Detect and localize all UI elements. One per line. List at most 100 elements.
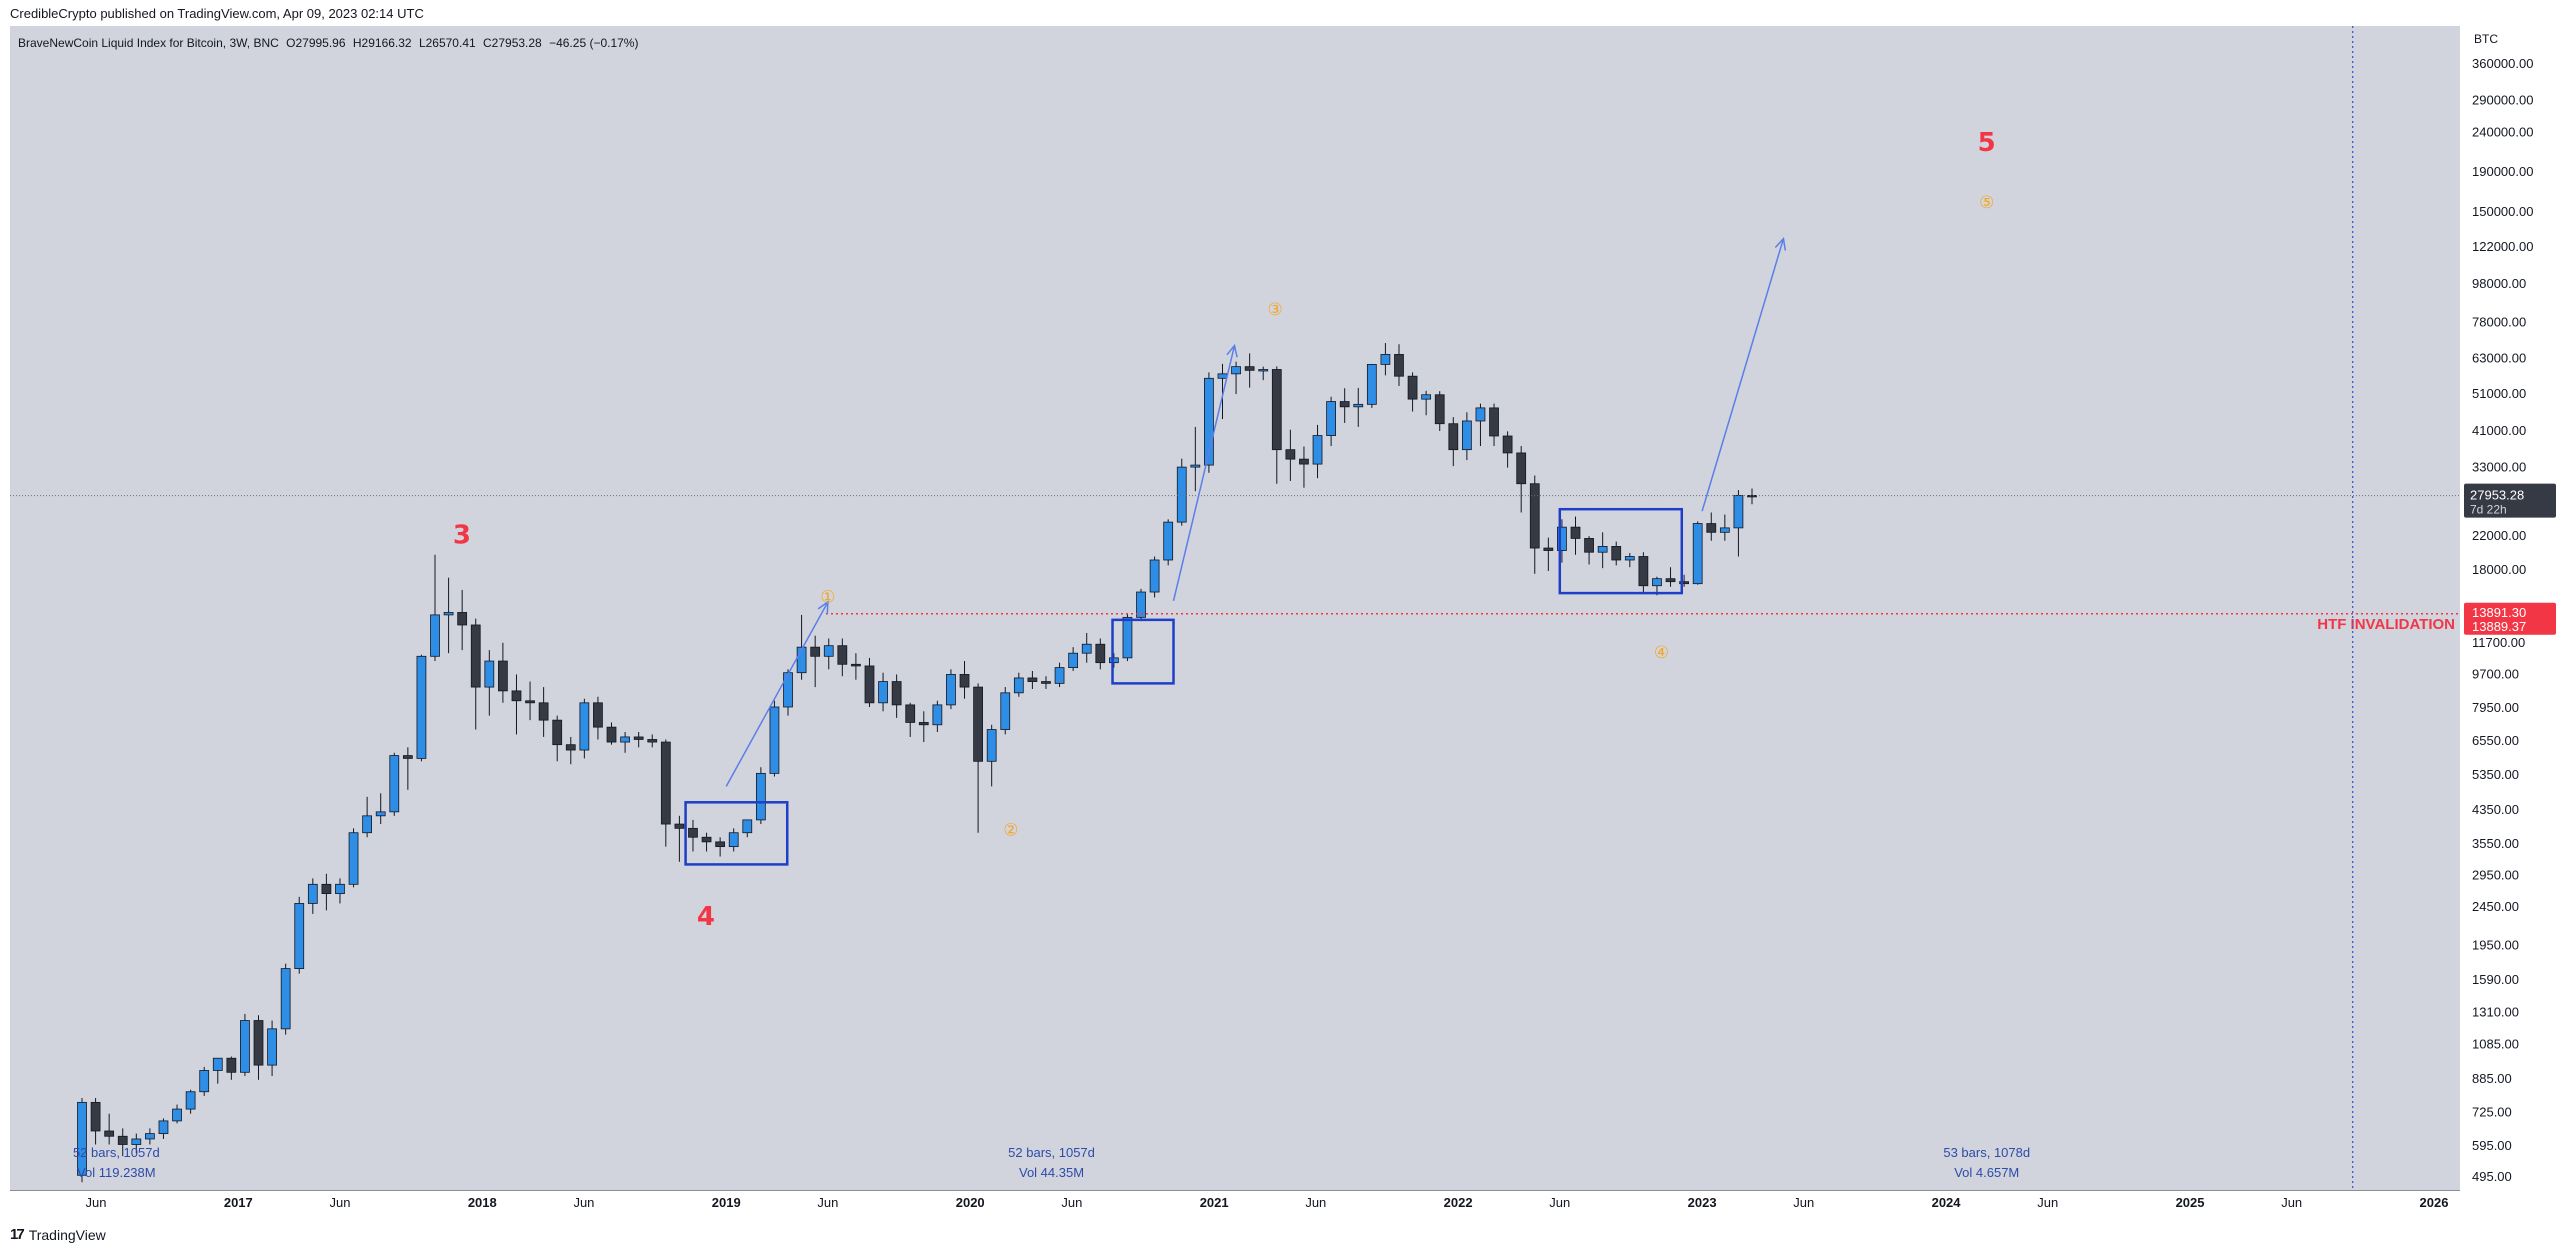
candle xyxy=(443,577,454,654)
candle xyxy=(1448,417,1459,467)
wave-label-major: 4 xyxy=(697,902,715,932)
candle-body-up xyxy=(1366,364,1377,405)
candle xyxy=(742,819,753,838)
chart-plot-area[interactable]: HTF INVALIDATION 3 4 5 ① ② ③ ④ ⑤ 52 bars, 1057d Vo… xyxy=(10,26,2460,1190)
invalidation-lower: 13889.37 xyxy=(2472,619,2526,634)
candle-body-up xyxy=(1624,556,1635,561)
candle xyxy=(986,724,997,787)
time-tick-label: Jun xyxy=(1793,1195,1814,1210)
candle-body-down xyxy=(565,744,576,751)
candle-body-down xyxy=(688,827,698,838)
candle-body-down xyxy=(1665,578,1676,583)
symbol-legend: BraveNewCoin Liquid Index for Bitcoin, 3… xyxy=(18,36,642,50)
candle-body-up xyxy=(1176,466,1187,523)
candle xyxy=(172,1104,182,1124)
candle-body-down xyxy=(1489,407,1499,437)
candle xyxy=(769,700,780,777)
price-axis[interactable]: BTC 495.00 595.00 725.00 885.00 1085.00 1310.0… xyxy=(2460,26,2560,1190)
candle xyxy=(131,1133,142,1154)
candle-body-down xyxy=(1339,401,1350,408)
tradingview-footer[interactable]: 17 TradingView xyxy=(10,1226,106,1243)
candle-body-up xyxy=(1000,692,1011,730)
candle xyxy=(688,819,698,852)
ohlc-change: −46.25 (−0.17%) xyxy=(549,36,639,50)
candle-body-up xyxy=(579,702,590,751)
wave-label-minor: ② xyxy=(1003,821,1018,841)
candle xyxy=(117,1128,128,1157)
arrow-head-icon xyxy=(817,600,829,614)
price-tick-label: 22000.00 xyxy=(2472,528,2526,543)
candle-body-up xyxy=(1190,464,1201,468)
candle-body-up xyxy=(1258,369,1269,372)
time-tick-label: Jun xyxy=(1061,1195,1082,1210)
publish-header: CredibleCrypto published on TradingView.… xyxy=(10,6,424,21)
tradingview-brand: TradingView xyxy=(28,1226,106,1243)
candle-body-down xyxy=(1529,483,1540,549)
candle xyxy=(1258,366,1269,381)
candle xyxy=(1692,521,1703,585)
candle-body-up xyxy=(443,612,454,616)
candle-body-up xyxy=(1312,435,1323,465)
price-tick-label: 725.00 xyxy=(2472,1105,2512,1120)
candle-body-down xyxy=(918,722,929,726)
time-tick-label: 2020 xyxy=(956,1195,985,1210)
candle xyxy=(1339,388,1350,423)
time-tick-label: Jun xyxy=(573,1195,594,1210)
price-tick-label: 4350.00 xyxy=(2472,802,2519,817)
candle-body-up xyxy=(172,1108,182,1122)
candle xyxy=(810,635,821,688)
candle-body-down xyxy=(1299,458,1309,465)
candle xyxy=(973,683,983,833)
candle-body-down xyxy=(498,660,508,692)
price-tick-label: 2950.00 xyxy=(2472,867,2519,882)
candle xyxy=(1502,431,1513,468)
time-tick-label: 2018 xyxy=(468,1195,497,1210)
candle-body-up xyxy=(1163,521,1174,561)
time-tick-label: Jun xyxy=(2037,1195,2058,1210)
candle xyxy=(1461,412,1472,461)
candle xyxy=(1557,519,1567,563)
price-tick-label: 98000.00 xyxy=(2472,276,2526,291)
time-axis[interactable]: Jun 2017 Jun 2018 Jun 2019 Jun 2020 Jun 2021 Jun 20… xyxy=(10,1190,2460,1213)
ohlc-close: C27953.28 xyxy=(483,36,542,50)
candle xyxy=(430,554,440,662)
candle-body-up xyxy=(1136,591,1146,618)
candle xyxy=(1068,647,1079,671)
candle-body-down xyxy=(1448,423,1459,451)
candle xyxy=(389,752,400,816)
time-tick-label: Jun xyxy=(1305,1195,1326,1210)
candle xyxy=(1095,638,1106,670)
price-chart: HTF INVALIDATION 3 4 5 ① ② ③ ④ ⑤ 52 bars, 1057d Vo… xyxy=(10,26,2460,1190)
candle xyxy=(321,873,332,911)
candle xyxy=(674,815,685,862)
candle-body-down xyxy=(1679,581,1689,585)
candle xyxy=(104,1113,115,1145)
candle xyxy=(158,1118,169,1139)
candle xyxy=(1665,567,1676,587)
candle-body-up xyxy=(294,903,305,969)
time-tick-label: Jun xyxy=(817,1195,838,1210)
candle-body-down xyxy=(647,739,658,743)
ohlc-high: H29166.32 xyxy=(352,36,412,50)
candle xyxy=(1353,387,1364,427)
candle xyxy=(878,672,888,712)
time-tick-label: Jun xyxy=(2281,1195,2302,1210)
arrow-shaft xyxy=(1172,345,1236,601)
candle-body-down xyxy=(457,612,468,626)
candle-body-up xyxy=(1149,559,1160,593)
candle-body-up xyxy=(430,614,440,657)
candle xyxy=(1204,372,1214,473)
candle xyxy=(837,638,848,677)
candle-body-up xyxy=(1733,494,1744,529)
candle-body-up xyxy=(796,646,807,674)
candle-body-down xyxy=(1271,369,1282,451)
candle-body-down xyxy=(1095,643,1106,664)
candle-body-up xyxy=(1652,578,1662,587)
candle xyxy=(932,700,943,732)
candle xyxy=(1624,553,1635,568)
time-tick-label: Jun xyxy=(86,1195,107,1210)
candle-body-up xyxy=(280,968,291,1030)
wave-label-minor: ④ xyxy=(1654,643,1669,663)
price-tick-label: 1950.00 xyxy=(2472,937,2519,952)
